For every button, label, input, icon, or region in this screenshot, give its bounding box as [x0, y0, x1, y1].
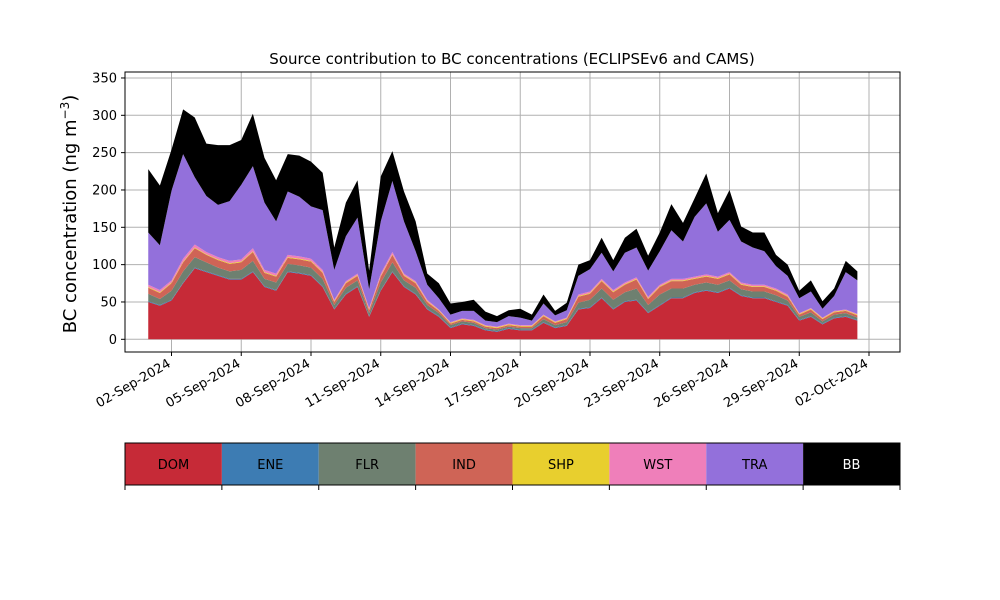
legend-swatch-wst: [609, 443, 707, 485]
y-tick-label: 200: [92, 183, 117, 198]
series-areas: [148, 109, 858, 340]
legend-label-flr: FLR: [355, 458, 379, 473]
chart-title: Source contribution to BC concentrations…: [269, 50, 754, 68]
legend-label-bb: BB: [843, 458, 861, 473]
y-tick-label: 0: [109, 333, 117, 348]
series-area-tra: [148, 154, 858, 327]
legend-swatch-ene: [221, 443, 319, 485]
series-area-bb: [148, 109, 858, 323]
legend-swatch-dom: [125, 443, 222, 485]
series-area-dom: [148, 268, 858, 340]
y-tick-label: 250: [92, 146, 117, 161]
legend-swatch-shp: [512, 443, 610, 485]
legend-swatch-tra: [706, 443, 804, 485]
legend-label-tra: TRA: [741, 458, 767, 473]
y-axis: 0 50 100 150 200 250 300 350: [92, 71, 125, 348]
legend-label-dom: DOM: [158, 458, 189, 473]
legend-swatch-bb: [803, 443, 900, 485]
legend-swatch-flr: [318, 443, 416, 485]
plot-area: [124, 71, 901, 353]
y-tick-label: 300: [92, 109, 117, 124]
y-axis-label: BC concentration (ng m−3): [58, 95, 81, 334]
plot-frame: [124, 71, 901, 353]
legend-colorbar: DOM ENE FLR IND SHP WST TRA BB: [124, 442, 901, 490]
legend-label-ene: ENE: [257, 458, 283, 473]
y-tick-label: 350: [92, 71, 117, 86]
legend-swatch-ind: [415, 443, 513, 485]
y-tick-label: 50: [100, 295, 117, 310]
legend-label-ind: IND: [452, 458, 476, 473]
y-tick-label: 100: [92, 258, 117, 273]
y-axis-label-close: ): [60, 95, 81, 102]
legend-label-wst: WST: [643, 458, 672, 473]
y-axis-label-main: BC concentration (ng m: [60, 119, 81, 333]
y-tick-label: 150: [92, 221, 117, 236]
y-axis-label-sup: −3: [58, 102, 72, 120]
legend-label-shp: SHP: [548, 458, 574, 473]
